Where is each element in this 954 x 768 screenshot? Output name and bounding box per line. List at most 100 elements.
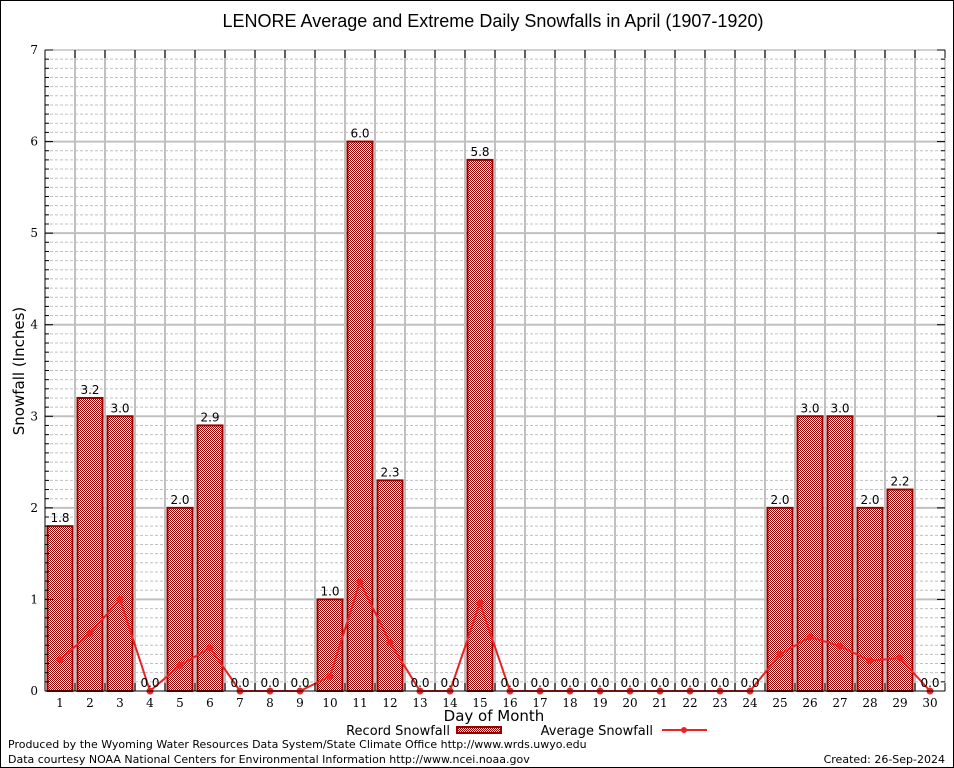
y-tick-label: 2 [30,501,38,515]
x-tick-label: 17 [532,696,547,710]
legend-record-label: Record Snowfall [346,724,450,739]
bar-value-label: 2.0 [770,493,789,507]
grid [45,50,945,691]
record-bar [46,525,74,693]
y-tick-label: 1 [30,592,38,606]
x-tick-label: 19 [592,696,607,710]
average-point [116,595,124,603]
record-bar [376,479,404,692]
x-tick-label: 20 [622,696,637,710]
average-point [866,657,874,665]
bar-value-label: 3.2 [80,383,99,397]
bar-value-label: 0.0 [260,676,279,690]
record-bar [106,415,134,692]
x-tick-label: 16 [502,696,517,710]
x-tick-label: 28 [862,696,877,710]
bar-value-label: 0.0 [620,676,639,690]
legend-average-marker [681,727,687,733]
x-tick-label: 11 [352,696,367,710]
x-tick-label: 27 [832,696,847,710]
y-tick-label: 5 [30,226,38,240]
record-bar [466,158,494,692]
legend-record-swatch [456,726,502,734]
bar-value-label: 6.0 [350,127,369,141]
bar-value-label: 0.0 [290,676,309,690]
average-point [836,642,844,650]
average-line [56,578,934,695]
y-tick-label: 6 [30,135,38,149]
average-point [326,672,334,680]
bar-value-labels: 1.8 3.2 3.0 0.0 2.0 2.9 0.0 0.0 0.0 1.0 6.0 2.3 0.0 0… [50,127,939,690]
x-tick-label: 29 [892,696,907,710]
footer-data-courtesy: Data courtesy NOAA National Centers for … [8,753,530,766]
legend: Record Snowfall Average Snowfall [346,724,707,739]
legend-average-label: Average Snowfall [541,724,653,739]
bar-value-label: 2.0 [860,493,879,507]
average-point [776,650,784,658]
x-tick-label: 5 [176,696,184,710]
x-axis-label: Day of Month [444,707,545,725]
x-tick-label: 1 [56,696,64,710]
x-tick-label: 3 [116,696,124,710]
x-tick-label: 18 [562,696,577,710]
x-tick-label: 14 [442,696,458,710]
bar-value-label: 0.0 [440,676,459,690]
bar-value-label: 3.0 [800,401,819,415]
x-tick-label: 9 [296,696,304,710]
x-tick-label: 25 [772,696,787,710]
x-tick-label: 21 [652,696,667,710]
x-tick-label: 10 [322,696,337,710]
bar-value-label: 1.0 [320,584,339,598]
y-tick-label: 3 [30,409,38,423]
average-polyline [59,579,931,693]
x-tick-label: 6 [206,696,214,710]
bar-value-label: 0.0 [530,676,549,690]
average-point [356,578,364,586]
record-bar [76,396,104,692]
bar-value-label: 0.0 [710,676,729,690]
bar-value-label: 0.0 [920,676,939,690]
bar-value-label: 0.0 [740,676,759,690]
bar-value-label: 2.3 [380,465,399,479]
bar-value-label: 5.8 [470,145,489,159]
x-tick-label: 30 [922,696,937,710]
x-tick-label: 24 [742,696,758,710]
bar-value-label: 2.9 [200,410,219,424]
x-tick-label: 13 [412,696,427,710]
x-tick-label: 23 [712,696,727,710]
bar-value-label: 0.0 [650,676,669,690]
x-tick-label: 2 [86,696,94,710]
record-bar [796,415,824,692]
bar-value-label: 0.0 [140,676,159,690]
average-point [806,633,814,641]
average-point [86,629,94,637]
bar-value-label: 2.0 [170,493,189,507]
y-axis-label: Snowfall (Inches) [10,307,28,435]
bar-value-label: 3.0 [110,401,129,415]
bar-value-label: 0.0 [560,676,579,690]
y-tick-label: 7 [30,43,38,57]
average-point [896,654,904,662]
x-tick-label: 12 [382,696,397,710]
bar-value-label: 0.0 [500,676,519,690]
x-tick-label: 7 [236,696,244,710]
footer-produced-by: Produced by the Wyoming Water Resources … [8,738,587,751]
bar-value-label: 0.0 [410,676,429,690]
average-point [56,656,64,664]
x-tick-label: 15 [472,696,487,710]
average-point [206,644,214,652]
bar-value-label: 0.0 [230,676,249,690]
record-bars [46,140,914,693]
x-tick-label: 26 [802,696,817,710]
x-tick-label: 4 [146,696,154,710]
x-tick-label: 8 [266,696,274,710]
average-point [476,599,484,607]
chart-title: LENORE Average and Extreme Daily Snowfal… [223,11,764,31]
bar-value-label: 0.0 [680,676,699,690]
bar-value-label: 2.2 [890,475,909,489]
bar-value-label: 0.0 [590,676,609,690]
y-tick-label: 0 [30,684,38,698]
footer-created: Created: 26-Sep-2024 [824,753,945,766]
